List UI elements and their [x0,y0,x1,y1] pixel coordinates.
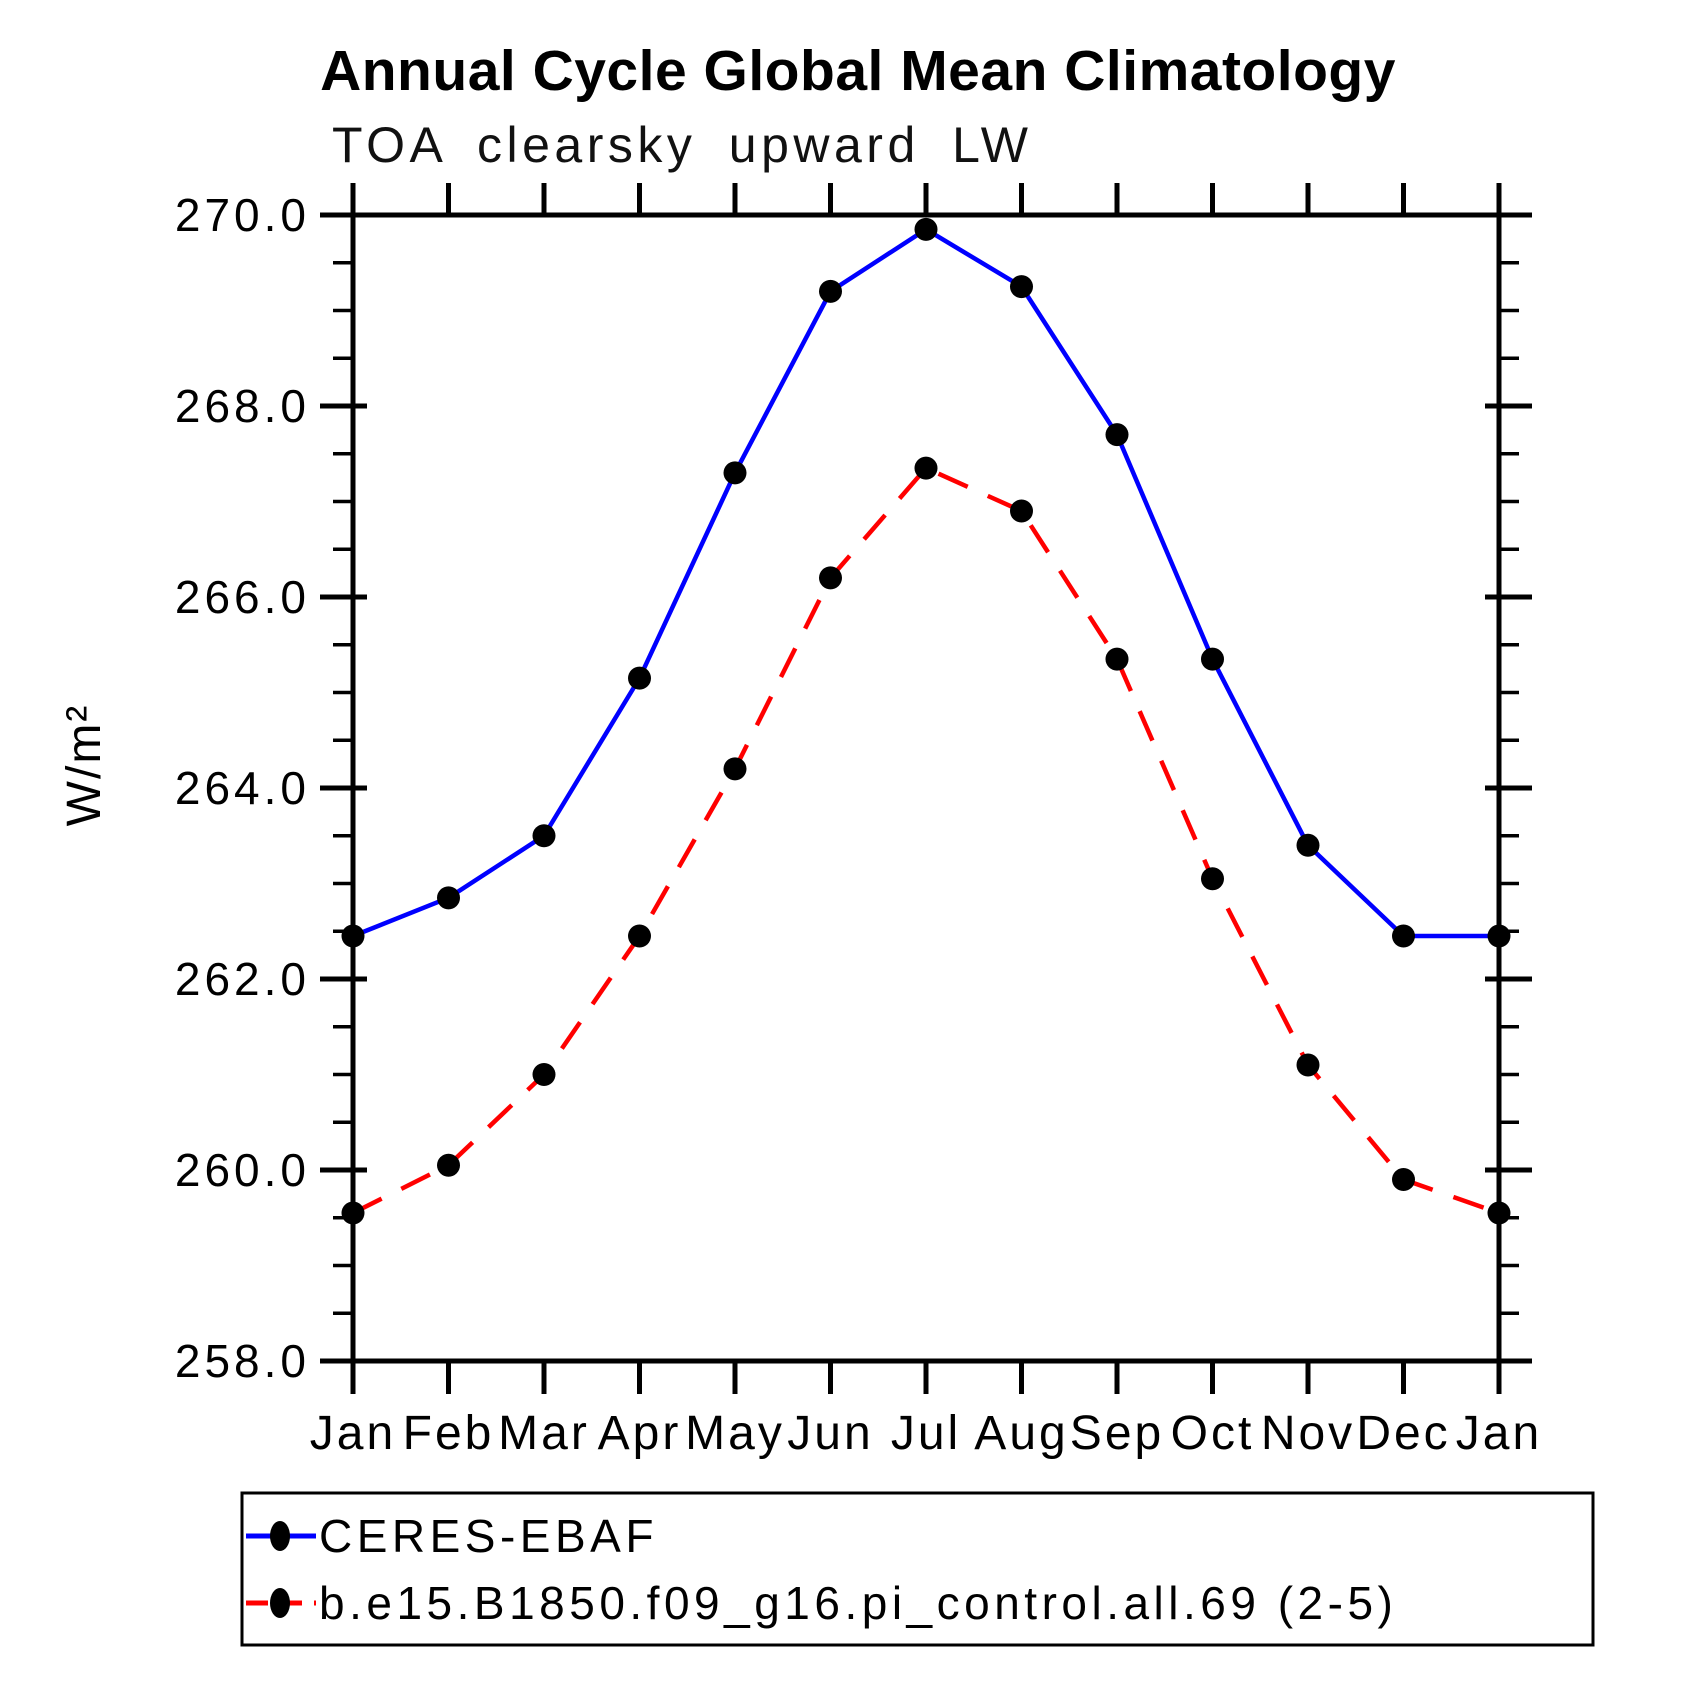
data-point-marker [437,886,460,910]
legend-entry-model: b.e15.B1850.f09_g16.pi_control.all.69 (2… [246,1577,1397,1629]
data-point-marker [1010,275,1033,299]
data-point-marker [723,461,747,485]
data-point-marker [341,1201,365,1225]
data-point-marker [1201,867,1224,891]
x-tick-label: Mar [498,1407,590,1460]
legend-marker-dot [270,1588,290,1618]
data-point-marker [628,924,651,948]
chart-subtitle: TOA clearsky upward LW [332,117,1032,173]
data-point-marker [914,217,938,241]
y-tick-label: 266.0 [175,571,310,623]
data-point-marker [1392,924,1415,948]
legend-entry-ceres: CERES-EBAF [246,1510,658,1562]
data-point-marker [341,924,365,948]
x-tick-label: Aug [974,1407,1068,1460]
data-series [341,217,1511,1225]
data-point-marker [532,1063,556,1086]
data-point-marker [819,566,842,590]
legend-box [240,1491,1595,1647]
data-point-marker [437,1153,460,1177]
series-line-0 [352,227,1499,939]
y-tick-label: 258.0 [175,1335,310,1387]
data-point-marker [1105,647,1129,671]
data-point-marker [628,666,651,690]
x-tick-label: Jan [310,1407,396,1460]
x-tick-label: Apr [598,1407,682,1460]
y-tick-label: 268.0 [175,380,310,432]
x-tick-label: Jul [891,1407,961,1460]
y-tick-label: 260.0 [175,1144,310,1196]
x-tick-label: May [685,1407,785,1460]
legend-marker-dot [270,1521,290,1551]
plot-frame [350,212,1502,1364]
data-point-marker [1296,833,1320,857]
chart-title: Annual Cycle Global Mean Climatology [320,39,1396,103]
y-tick-label: 270.0 [175,189,310,241]
data-point-marker [819,279,842,303]
data-point-marker [1487,924,1511,948]
data-point-marker [532,824,556,848]
x-tick-label: Sep [1070,1407,1164,1460]
y-tick-label: 264.0 [175,762,310,814]
data-point-marker [914,456,938,480]
y-axis-title: W/m² [58,704,111,827]
x-tick-label: Dec [1356,1407,1450,1460]
data-point-marker [1296,1053,1320,1077]
axes: Jan Feb Mar Apr May Jun Jul Aug Sep Oct Nov Dec Jan2… [175,183,1542,1460]
legend-label-model: b.e15.B1850.f09_g16.pi_control.all.69 (2… [319,1577,1397,1629]
data-point-marker [723,757,747,781]
x-tick-label: Feb [403,1407,495,1460]
data-point-marker [1487,1201,1511,1225]
x-tick-label: Jun [787,1407,873,1460]
data-point-marker [1201,647,1224,671]
y-tick-label: 262.0 [175,953,310,1005]
series-line-1 [351,465,1500,1216]
x-tick-label: Oct [1171,1407,1255,1460]
data-point-marker [1010,499,1033,523]
data-point-marker [1392,1168,1415,1192]
data-point-marker [1105,423,1129,447]
x-tick-label: Nov [1261,1407,1355,1460]
x-tick-label: Jan [1456,1407,1542,1460]
legend-label-ceres: CERES-EBAF [319,1510,658,1562]
legend: CERES-EBAF b.e15.B1850.f09_g16.pi_contro… [240,1491,1595,1647]
